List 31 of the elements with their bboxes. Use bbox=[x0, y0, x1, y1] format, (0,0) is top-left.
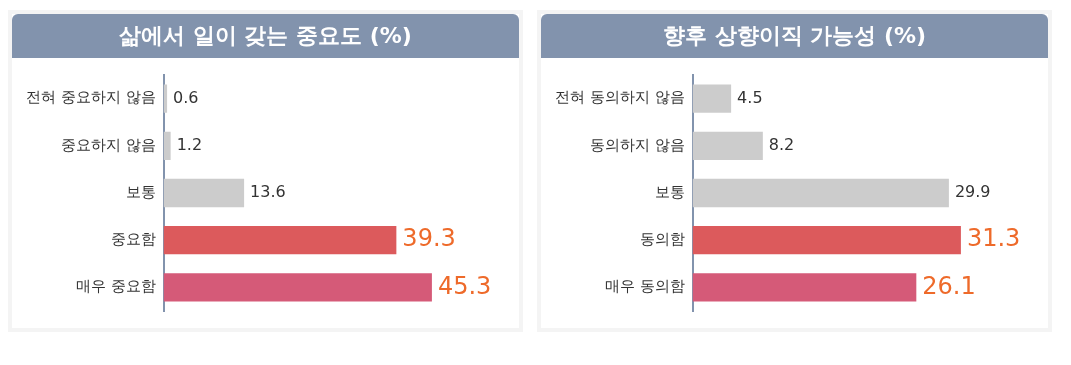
y-tick-label: 동의하지 않음 bbox=[589, 135, 685, 154]
bar bbox=[163, 131, 171, 160]
data-label: 8.2 bbox=[768, 134, 795, 154]
y-tick-label: 동의함 bbox=[639, 230, 685, 249]
data-label: 1.2 bbox=[176, 134, 203, 154]
bar bbox=[692, 226, 961, 255]
y-tick-label: 전혀 동의하지 않음 bbox=[554, 88, 685, 107]
y-tick-label: 매우 중요함 bbox=[75, 277, 156, 296]
y-tick-label: 전혀 중요하지 않음 bbox=[25, 88, 156, 107]
data-label: 4.5 bbox=[737, 87, 763, 107]
data-label: 26.1 bbox=[922, 271, 976, 300]
y-tick-label: 매우 동의함 bbox=[604, 277, 685, 296]
bar bbox=[163, 226, 397, 255]
bar bbox=[692, 273, 917, 302]
bar bbox=[692, 131, 763, 160]
data-label: 0.6 bbox=[173, 87, 199, 107]
y-tick-label: 중요함 bbox=[110, 230, 156, 249]
bar bbox=[692, 84, 732, 113]
data-label: 39.3 bbox=[402, 224, 456, 253]
chart-title: 향후 상향이직 가능성 (%) bbox=[541, 14, 1048, 58]
y-tick-label: 보통 bbox=[125, 182, 156, 201]
bar bbox=[163, 178, 245, 208]
y-tick-label: 중요하지 않음 bbox=[60, 135, 156, 154]
y-tick-label: 보통 bbox=[654, 182, 685, 201]
bar bbox=[692, 178, 949, 208]
data-label: 31.3 bbox=[966, 224, 1021, 253]
bar bbox=[163, 273, 432, 302]
data-label: 45.3 bbox=[437, 271, 492, 300]
chart-title: 삶에서 일이 갖는 중요도 (%) bbox=[12, 14, 519, 58]
data-label: 29.9 bbox=[954, 182, 991, 202]
data-label: 13.6 bbox=[250, 182, 286, 202]
